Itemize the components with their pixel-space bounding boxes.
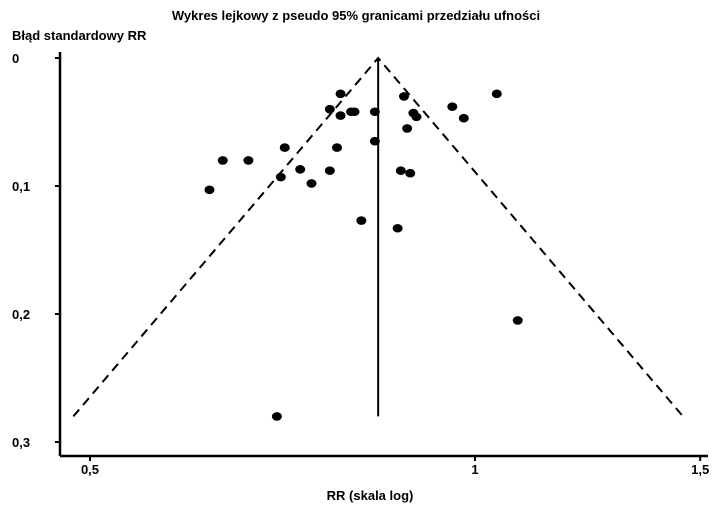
y-tick-label: 0: [12, 51, 19, 66]
data-points: [204, 89, 523, 421]
data-point: [335, 111, 346, 120]
data-point: [447, 102, 458, 111]
data-point: [295, 165, 306, 174]
data-point: [271, 412, 282, 421]
data-point: [275, 172, 286, 182]
y-tick-label: 0,2: [12, 307, 30, 322]
y-tick-label: 0,1: [12, 179, 30, 194]
data-point: [411, 112, 422, 122]
x-tick-label: 1,5: [691, 462, 709, 477]
data-point: [369, 136, 380, 146]
data-point: [349, 107, 360, 117]
x-ticks: 0,5 1 1,5: [81, 456, 709, 477]
data-point: [402, 124, 413, 133]
data-point: [204, 185, 215, 195]
x-tick-label: 1: [471, 462, 478, 477]
data-point: [335, 89, 346, 99]
data-point: [491, 89, 502, 99]
data-point: [243, 156, 254, 165]
data-point: [306, 179, 317, 188]
data-point: [398, 92, 409, 101]
data-point: [331, 143, 342, 152]
y-tick-label: 0,3: [12, 435, 30, 450]
data-point: [279, 143, 290, 152]
x-tick-label: 0,5: [81, 462, 99, 477]
data-point: [217, 156, 228, 165]
data-point: [512, 316, 523, 325]
data-point: [324, 166, 335, 175]
y-ticks: 0 0,1 0,2 0,3: [12, 51, 60, 450]
data-point: [395, 166, 406, 175]
data-point: [458, 113, 469, 123]
chart-title: Wykres lejkowy z pseudo 95% granicami pr…: [172, 8, 540, 23]
data-point: [356, 216, 367, 225]
data-point: [369, 107, 380, 117]
data-point: [324, 104, 335, 114]
x-axis-label: RR (skala log): [327, 488, 414, 503]
y-axis-label: Błąd standardowy RR: [12, 28, 147, 43]
data-point: [392, 223, 403, 233]
data-point: [405, 168, 416, 178]
